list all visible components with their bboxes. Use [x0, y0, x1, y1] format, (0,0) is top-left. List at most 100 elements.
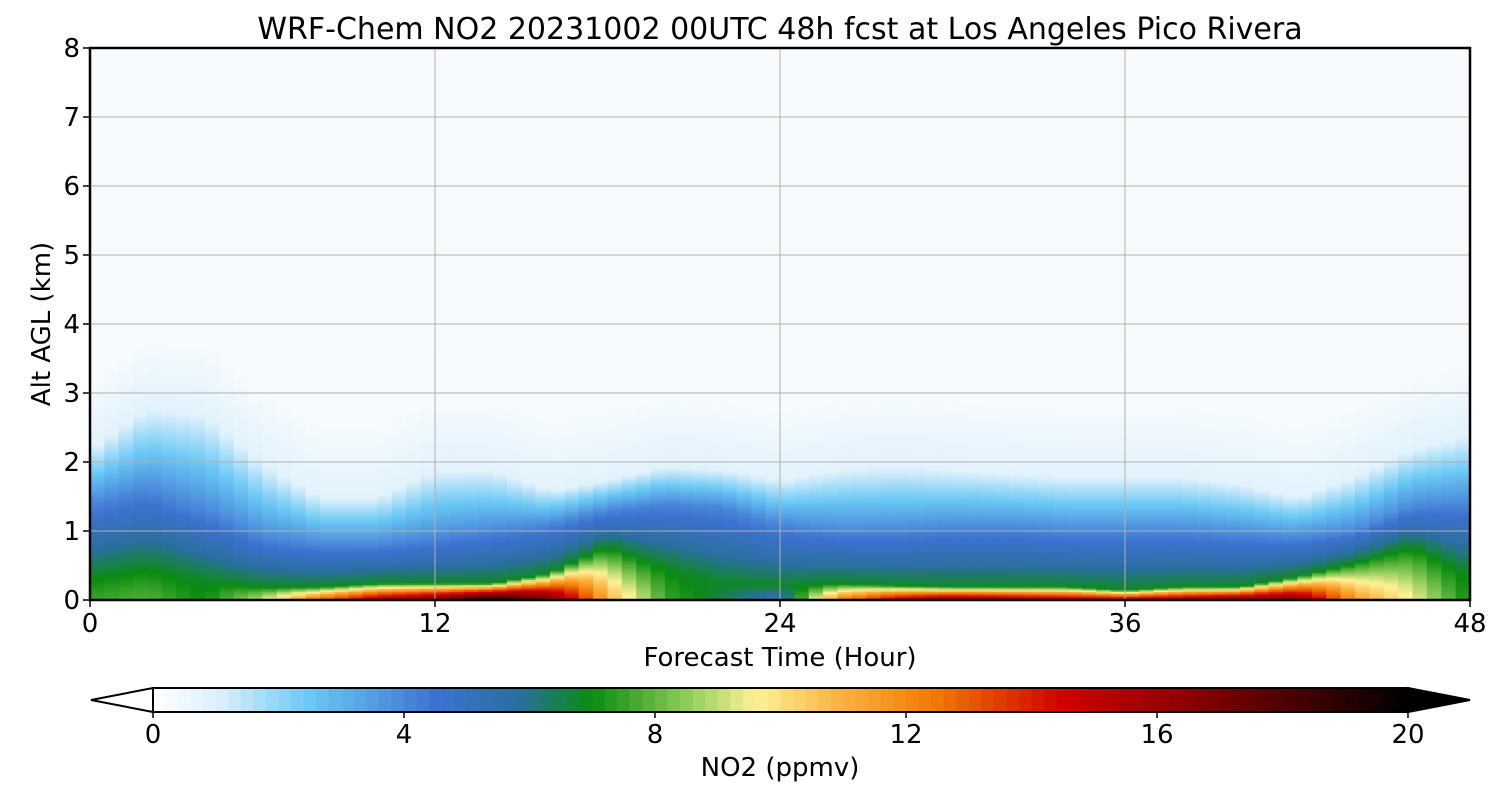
heatmap-cell — [104, 482, 120, 486]
heatmap-cell — [320, 577, 335, 580]
heatmap-cell — [492, 555, 508, 558]
heatmap-cell — [118, 453, 134, 456]
heatmap-cell — [233, 361, 249, 365]
heatmap-cell — [161, 386, 177, 389]
heatmap-cell — [176, 429, 192, 432]
heatmap-cell — [161, 513, 177, 517]
heatmap-cell — [276, 377, 292, 380]
heatmap-cell — [334, 549, 350, 553]
heatmap-cell — [521, 586, 537, 589]
heatmap-cell — [564, 434, 580, 437]
heatmap-cell — [147, 379, 163, 382]
heatmap-cell — [420, 527, 436, 530]
heatmap-cell — [363, 480, 379, 484]
heatmap-cell — [205, 398, 220, 401]
heatmap-cell — [248, 518, 264, 522]
heatmap-cell — [377, 539, 393, 542]
heatmap-cell — [248, 551, 264, 555]
heatmap-cell — [291, 356, 307, 360]
heatmap-cell — [305, 460, 321, 463]
heatmap-cell — [420, 520, 436, 523]
heatmap-cell — [233, 562, 249, 565]
heatmap-cell — [550, 517, 565, 520]
heatmap-cell — [233, 546, 249, 549]
heatmap-cell — [190, 493, 206, 496]
heatmap-cell — [219, 361, 235, 365]
heatmap-cell — [147, 377, 163, 380]
heatmap-cell — [363, 524, 379, 527]
heatmap-cell — [305, 474, 321, 477]
heatmap-cell — [205, 594, 220, 598]
heatmap-cell — [320, 522, 335, 525]
heatmap-cell — [334, 432, 350, 436]
heatmap-cell — [550, 482, 565, 486]
heatmap-cell — [564, 370, 580, 373]
heatmap-cell — [190, 496, 206, 499]
heatmap-cell — [90, 382, 105, 385]
heatmap-cell — [478, 398, 494, 401]
heatmap-cell — [550, 518, 565, 522]
heatmap-cell — [348, 382, 364, 385]
heatmap-cell — [205, 406, 220, 410]
heatmap-cell — [147, 398, 163, 401]
heatmap-cell — [190, 353, 206, 356]
heatmap-cell — [521, 472, 537, 475]
heatmap-cell — [391, 555, 407, 558]
heatmap-cell — [348, 574, 364, 577]
heatmap-cell — [147, 361, 163, 365]
heatmap-cell — [391, 396, 407, 399]
heatmap-cell — [363, 456, 379, 460]
heatmap-cell — [550, 453, 565, 456]
heatmap-cell — [406, 434, 422, 437]
heatmap-cell — [118, 449, 134, 453]
heatmap-cell — [420, 415, 436, 418]
heatmap-cell — [377, 351, 393, 354]
heatmap-cell — [492, 430, 508, 434]
heatmap-cell — [391, 467, 407, 470]
heatmap-cell — [262, 563, 278, 567]
heatmap-cell — [233, 575, 249, 579]
heatmap-cell — [161, 589, 177, 592]
heatmap-cell — [305, 508, 321, 511]
heatmap-cell — [564, 532, 580, 536]
heatmap-cell — [233, 474, 249, 477]
heatmap-cell — [348, 475, 364, 479]
heatmap-cell — [118, 548, 134, 551]
heatmap-cell — [363, 482, 379, 486]
heatmap-cell — [521, 539, 537, 542]
heatmap-cell — [391, 487, 407, 491]
heatmap-cell — [550, 462, 565, 465]
heatmap-cell — [262, 513, 278, 517]
heatmap-cell — [262, 537, 278, 541]
heatmap-cell — [161, 544, 177, 548]
heatmap-cell — [90, 462, 105, 465]
heatmap-cell — [205, 498, 220, 501]
heatmap-cell — [104, 475, 120, 479]
heatmap-cell — [90, 410, 105, 413]
heatmap-cell — [262, 360, 278, 363]
heatmap-cell — [320, 422, 335, 425]
heatmap-cell — [449, 584, 465, 587]
heatmap-cell — [291, 496, 307, 499]
heatmap-cell — [104, 546, 120, 549]
heatmap-cell — [305, 556, 321, 560]
heatmap-cell — [492, 512, 508, 515]
heatmap-cell — [176, 399, 192, 403]
heatmap-cell — [133, 531, 149, 534]
heatmap-cell — [478, 482, 494, 486]
heatmap-cell — [147, 430, 163, 434]
heatmap-cell — [262, 543, 278, 546]
heatmap-cell — [406, 512, 422, 515]
heatmap-cell — [463, 531, 479, 534]
heatmap-cell — [190, 463, 206, 467]
heatmap-cell — [377, 420, 393, 423]
heatmap-cell — [463, 439, 479, 442]
heatmap-cell — [506, 593, 522, 596]
heatmap-cell — [435, 531, 450, 534]
heatmap-cell — [305, 570, 321, 573]
heatmap-cell — [550, 356, 565, 360]
heatmap-cell — [133, 398, 149, 401]
heatmap-cell — [276, 482, 292, 486]
heatmap-cell — [276, 422, 292, 425]
heatmap-cell — [262, 448, 278, 451]
